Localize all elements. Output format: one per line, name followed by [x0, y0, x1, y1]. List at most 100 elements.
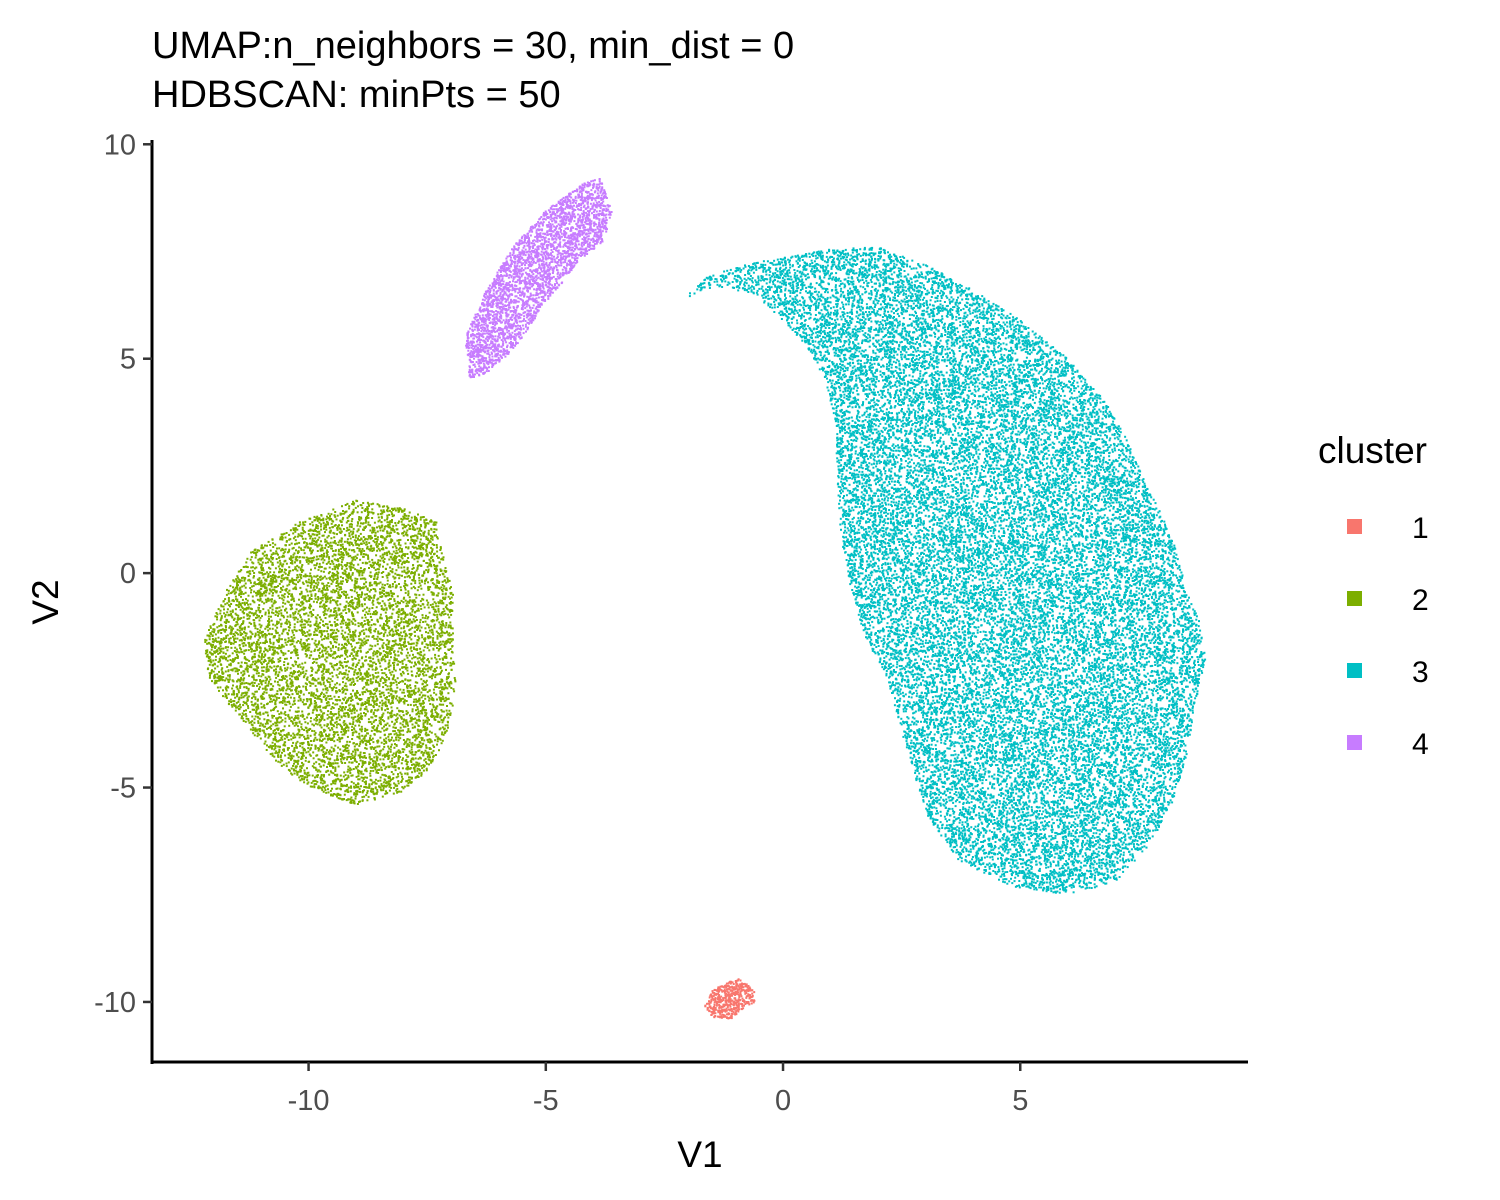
data-point — [316, 620, 318, 622]
data-point — [381, 742, 383, 744]
data-point — [334, 540, 336, 542]
data-point — [372, 652, 374, 654]
data-point — [421, 634, 423, 636]
data-point — [357, 521, 359, 523]
data-point — [436, 647, 438, 649]
data-point — [375, 569, 377, 571]
data-point — [265, 595, 267, 597]
data-point — [268, 609, 270, 611]
data-point — [324, 659, 326, 661]
data-point — [280, 536, 282, 538]
data-point — [286, 585, 288, 587]
data-point — [379, 662, 381, 664]
data-point — [356, 793, 358, 795]
data-point — [369, 649, 371, 651]
data-point — [282, 533, 284, 535]
data-point — [414, 620, 416, 622]
data-point — [253, 575, 255, 577]
data-point — [235, 670, 237, 672]
data-point — [414, 611, 416, 613]
data-point — [315, 761, 317, 763]
data-point — [364, 715, 366, 717]
data-point — [273, 665, 275, 667]
data-point — [342, 630, 344, 632]
data-point — [273, 642, 275, 644]
data-point — [428, 700, 430, 702]
data-point — [727, 985, 729, 987]
data-point — [410, 638, 412, 640]
data-point — [370, 735, 372, 737]
data-point — [316, 714, 318, 716]
data-point — [364, 509, 366, 511]
data-point — [424, 695, 426, 697]
data-point — [237, 629, 239, 631]
data-point — [372, 562, 374, 564]
data-point — [269, 678, 271, 680]
data-point — [257, 722, 259, 724]
data-point — [436, 686, 438, 688]
data-point — [388, 699, 390, 701]
data-point — [388, 551, 390, 553]
data-point — [254, 718, 256, 720]
data-point — [439, 673, 441, 675]
data-point — [744, 993, 746, 995]
data-point — [306, 581, 308, 583]
data-point — [395, 524, 397, 526]
data-point — [258, 561, 260, 563]
data-point — [247, 579, 249, 581]
data-point — [413, 618, 415, 620]
data-point — [424, 617, 426, 619]
data-point — [361, 507, 363, 509]
data-point — [318, 655, 320, 657]
data-point — [255, 557, 257, 559]
data-point — [269, 544, 271, 546]
data-point — [305, 686, 307, 688]
data-point — [404, 659, 406, 661]
data-point — [382, 677, 384, 679]
data-point — [349, 631, 351, 633]
data-point — [390, 665, 392, 667]
data-point — [215, 656, 217, 658]
data-point — [449, 662, 451, 664]
data-point — [350, 790, 352, 792]
data-point — [289, 709, 291, 711]
data-point — [308, 579, 310, 581]
data-point — [394, 756, 396, 758]
data-point — [404, 679, 406, 681]
data-point — [423, 533, 425, 535]
data-point — [247, 671, 249, 673]
data-point — [432, 598, 434, 600]
data-point — [333, 731, 335, 733]
data-point — [306, 591, 308, 593]
data-point — [210, 661, 212, 663]
data-point — [401, 661, 403, 663]
data-point — [219, 678, 221, 680]
data-point — [275, 677, 277, 679]
data-point — [443, 608, 445, 610]
data-point — [371, 607, 373, 609]
data-point — [225, 646, 227, 648]
data-point — [295, 579, 297, 581]
data-point — [376, 606, 378, 608]
data-point — [442, 593, 444, 595]
data-point — [301, 535, 303, 537]
data-point — [387, 535, 389, 537]
data-point — [315, 640, 317, 642]
data-point — [297, 525, 299, 527]
data-point — [736, 991, 738, 993]
data-point — [373, 676, 375, 678]
data-point — [363, 522, 365, 524]
data-point — [394, 522, 396, 524]
data-point — [428, 607, 430, 609]
data-point — [432, 603, 434, 605]
data-point — [715, 1009, 717, 1011]
data-point — [228, 597, 230, 599]
data-point — [367, 651, 369, 653]
data-point — [401, 776, 403, 778]
data-point — [232, 599, 234, 601]
data-point — [415, 709, 417, 711]
data-point — [421, 696, 423, 698]
data-point — [299, 587, 301, 589]
data-point — [348, 555, 350, 557]
data-point — [365, 684, 367, 686]
